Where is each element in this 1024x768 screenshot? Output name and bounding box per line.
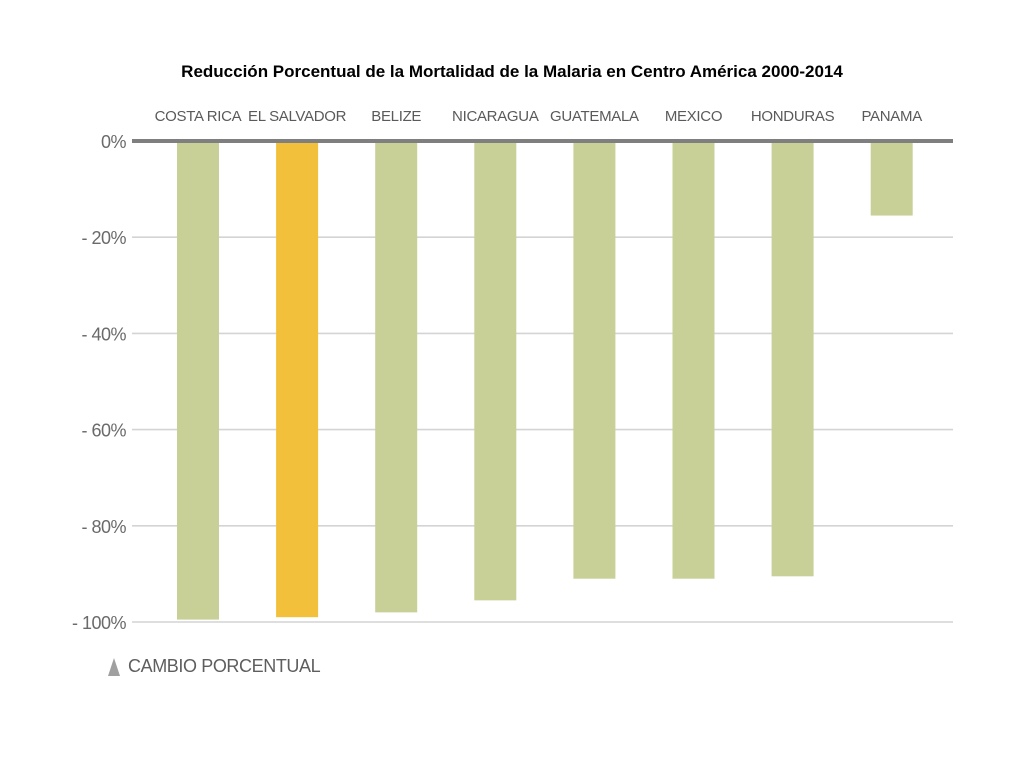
bar	[474, 141, 517, 601]
category-label: HONDURAS	[751, 108, 835, 125]
legend: CAMBIO PORCENTUAL	[108, 656, 321, 677]
category-label: NICARAGUA	[452, 108, 539, 125]
bar	[276, 141, 319, 618]
chart-title: Reducción Porcentual de la Mortalidad de…	[181, 62, 843, 81]
y-tick-label: - 60%	[81, 421, 126, 441]
category-label: EL SALVADOR	[248, 108, 347, 125]
category-label: PANAMA	[861, 108, 922, 125]
bar	[672, 141, 715, 579]
legend-label: CAMBIO PORCENTUAL	[128, 656, 321, 676]
y-tick-label: - 100%	[72, 613, 127, 633]
y-tick-label: - 80%	[81, 517, 126, 537]
bar	[870, 141, 913, 216]
y-tick-label: 0%	[101, 132, 127, 152]
category-label: BELIZE	[371, 108, 421, 125]
category-label: MEXICO	[665, 108, 722, 125]
y-tick-label: - 40%	[81, 324, 126, 344]
bar	[573, 141, 616, 579]
category-label: GUATEMALA	[550, 108, 639, 125]
category-label: COSTA RICA	[155, 108, 242, 125]
triangle-icon	[108, 657, 120, 676]
bar	[375, 141, 418, 613]
bar	[177, 141, 219, 620]
bar	[771, 141, 814, 577]
y-tick-label: - 20%	[81, 228, 126, 248]
